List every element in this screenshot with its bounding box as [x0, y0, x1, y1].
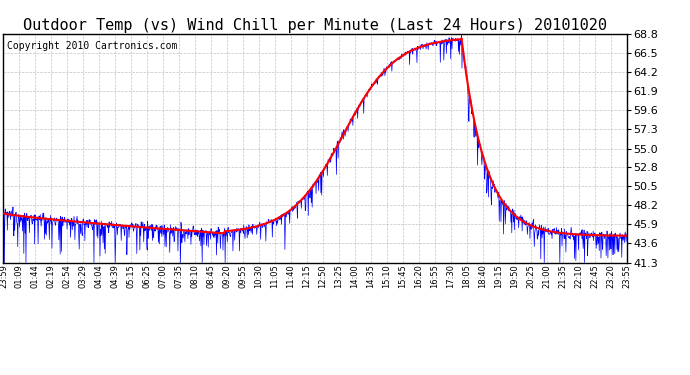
Title: Outdoor Temp (vs) Wind Chill per Minute (Last 24 Hours) 20101020: Outdoor Temp (vs) Wind Chill per Minute … — [23, 18, 607, 33]
Text: Copyright 2010 Cartronics.com: Copyright 2010 Cartronics.com — [7, 40, 177, 51]
